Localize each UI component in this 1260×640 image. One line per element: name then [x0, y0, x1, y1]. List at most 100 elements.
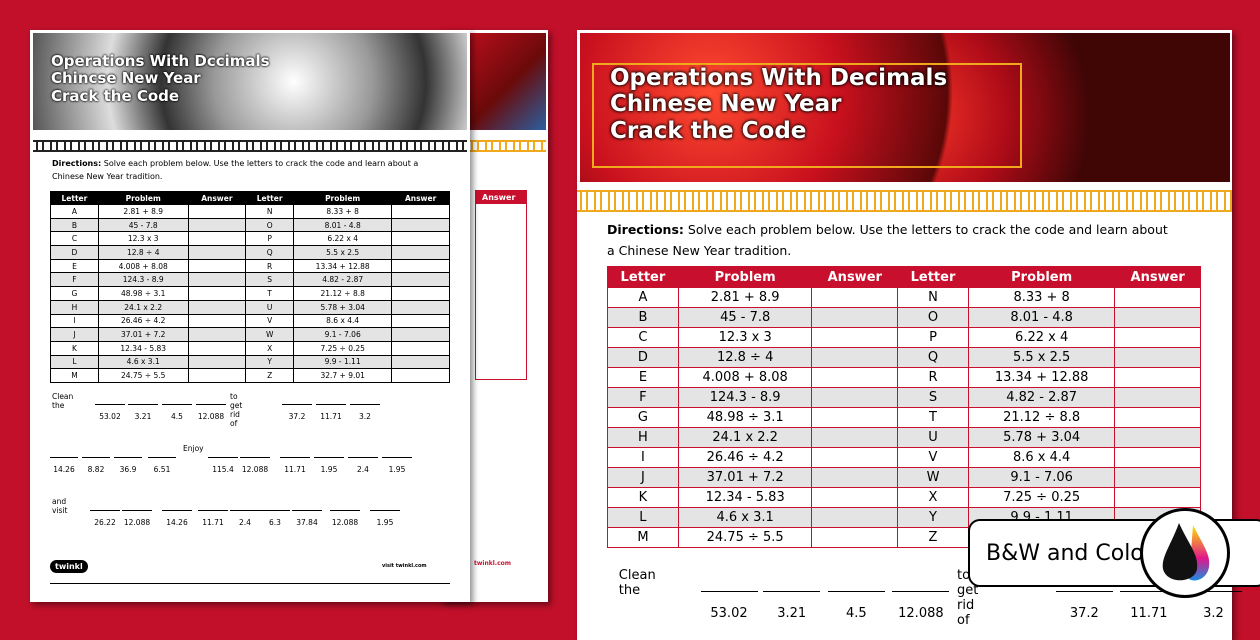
answer-cell[interactable]: [391, 231, 450, 247]
answer-cell[interactable]: [811, 467, 899, 488]
letter-cell: I: [50, 313, 99, 329]
answer-cell[interactable]: [1114, 327, 1201, 348]
answer-cell[interactable]: [187, 245, 247, 260]
answer-cell[interactable]: [811, 487, 899, 508]
clean-label: Clean the: [618, 568, 656, 598]
answer-blank[interactable]: [314, 457, 344, 458]
answer-cell[interactable]: [391, 286, 450, 301]
answer-cell[interactable]: [1114, 367, 1201, 388]
answer-cell[interactable]: [187, 217, 247, 233]
answer-blank[interactable]: [1185, 590, 1242, 592]
answer-cell[interactable]: [391, 299, 450, 315]
answer-cell[interactable]: [1114, 287, 1201, 308]
answer-blank[interactable]: [316, 404, 346, 405]
answer-cell[interactable]: [811, 447, 899, 468]
answer-cell[interactable]: [187, 258, 247, 274]
answer-cell[interactable]: [811, 387, 899, 408]
answer-blank[interactable]: [230, 510, 260, 511]
answer-blank[interactable]: [260, 510, 290, 511]
answer-cell[interactable]: [811, 367, 899, 388]
answer-cell[interactable]: [811, 307, 899, 328]
table-row: C 12.3 x 3 P 6.22 x 4: [50, 231, 450, 247]
title-frame: [592, 63, 1022, 168]
answer-blank[interactable]: [95, 404, 125, 405]
answer-cell[interactable]: [391, 245, 450, 260]
answer-cell[interactable]: [391, 354, 450, 370]
answer-cell[interactable]: [391, 368, 450, 383]
footer-url: twinkl.com: [474, 560, 511, 567]
enjoy-label: Enjoy: [183, 444, 204, 453]
answer-blank[interactable]: [282, 404, 312, 405]
answer-cell[interactable]: [811, 287, 899, 308]
answer-blank[interactable]: [196, 404, 226, 405]
answer-blank[interactable]: [198, 510, 228, 511]
answer-cell[interactable]: [391, 313, 450, 329]
answer-cell[interactable]: [811, 507, 899, 528]
answer-blank[interactable]: [148, 457, 176, 458]
answer-cell[interactable]: [187, 204, 247, 219]
answer-blank[interactable]: [208, 457, 238, 458]
answer-cell[interactable]: [1114, 347, 1201, 368]
answer-blank[interactable]: [240, 457, 270, 458]
answer-cell[interactable]: [391, 204, 450, 219]
code-number: 11.71: [202, 518, 224, 527]
column-header: Answer: [1114, 266, 1201, 288]
answer-blank[interactable]: [700, 590, 758, 592]
answer-blank[interactable]: [348, 457, 378, 458]
answer-blank[interactable]: [90, 510, 120, 511]
answer-cell[interactable]: [391, 217, 450, 233]
problem-table: Letter Problem Answer Letter Problem Answer A 2…: [50, 191, 450, 383]
answer-blank[interactable]: [122, 510, 152, 511]
answer-blank[interactable]: [162, 510, 192, 511]
answer-cell[interactable]: [811, 427, 899, 448]
answer-cell[interactable]: [187, 313, 247, 329]
problem-cell: 24.1 x 2.2: [97, 299, 189, 315]
letter-cell: U: [245, 299, 295, 315]
answer-blank[interactable]: [128, 404, 158, 405]
answer-blank[interactable]: [382, 457, 412, 458]
answer-cell[interactable]: [391, 258, 450, 274]
answer-blank[interactable]: [330, 510, 360, 511]
answer-cell[interactable]: [811, 527, 899, 548]
answer-blank[interactable]: [82, 457, 110, 458]
answer-blank[interactable]: [162, 404, 192, 405]
answer-cell[interactable]: [187, 368, 247, 383]
answer-cell[interactable]: [187, 327, 247, 342]
answer-blank[interactable]: [763, 590, 821, 592]
answer-cell[interactable]: [1114, 427, 1201, 448]
answer-cell[interactable]: [187, 299, 247, 315]
title-line: Chincse New Year: [51, 69, 201, 88]
answer-cell[interactable]: [1114, 407, 1201, 428]
answer-cell[interactable]: [187, 231, 247, 247]
answer-blank[interactable]: [827, 590, 885, 592]
table-row: D 12.8 ÷ 4 Q 5.5 x 2.5: [607, 347, 1201, 368]
answer-blank[interactable]: [114, 457, 142, 458]
code-number: 2.4: [239, 518, 251, 527]
answer-cell[interactable]: [811, 327, 899, 348]
answer-cell[interactable]: [1114, 307, 1201, 328]
answer-blank[interactable]: [50, 457, 78, 458]
answer-blank[interactable]: [1120, 590, 1178, 592]
answer-cell[interactable]: [391, 272, 450, 288]
letter-cell: V: [897, 447, 969, 468]
answer-cell[interactable]: [1114, 387, 1201, 408]
answer-blank[interactable]: [1055, 590, 1113, 592]
answer-blank[interactable]: [370, 510, 400, 511]
answer-cell[interactable]: [1114, 447, 1201, 468]
answer-cell[interactable]: [811, 347, 899, 368]
answer-cell[interactable]: [187, 354, 247, 370]
answer-cell[interactable]: [187, 340, 247, 356]
problem-cell: 8.01 - 4.8: [967, 307, 1116, 328]
answer-cell[interactable]: [391, 327, 450, 342]
answer-cell[interactable]: [811, 407, 899, 428]
answer-cell[interactable]: [391, 340, 450, 356]
answer-blank[interactable]: [350, 404, 380, 405]
answer-blank[interactable]: [292, 510, 322, 511]
answer-cell[interactable]: [187, 286, 247, 301]
answer-cell[interactable]: [1114, 467, 1201, 488]
table-row: F 124.3 - 8.9 S 4.82 - 2.87: [607, 387, 1201, 408]
answer-blank[interactable]: [892, 590, 950, 592]
answer-cell[interactable]: [1114, 487, 1201, 508]
answer-cell[interactable]: [187, 272, 247, 288]
answer-blank[interactable]: [280, 457, 310, 458]
